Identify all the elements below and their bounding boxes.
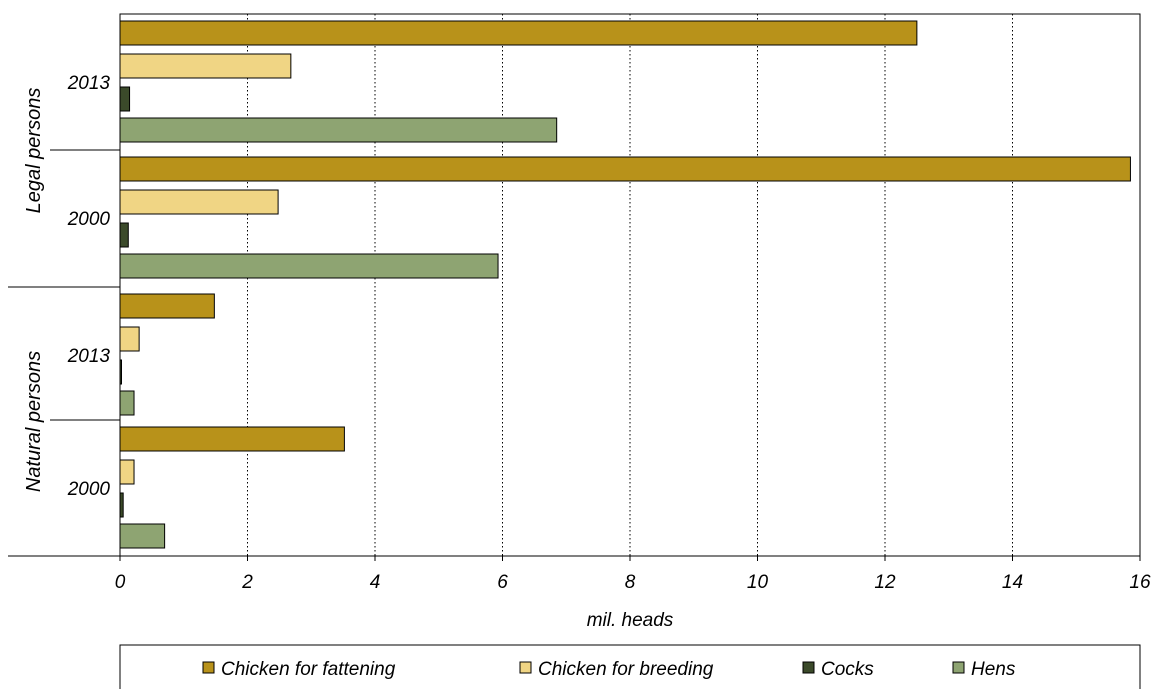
bar-hens-legal-persons-2013 (119, 117, 558, 143)
x-tick-label-10: 10 (747, 572, 769, 593)
x-tick-label-2: 2 (241, 572, 253, 593)
bar-hens-legal-persons-2000 (119, 253, 499, 279)
category-label-natural-persons-2013: 2013 (67, 346, 111, 367)
bar-hens-natural-persons-2000 (119, 523, 166, 549)
x-tick-label-12: 12 (874, 572, 896, 593)
x-tick-label-4: 4 (370, 572, 381, 593)
bar-hens-natural-persons-2013 (119, 390, 135, 416)
legend-label-chicken-for-fattening: Chicken for fattening (221, 659, 396, 680)
bar-chicken-for-breeding-natural-persons-2000 (119, 459, 135, 485)
bar-chicken-for-fattening-legal-persons-2000 (119, 156, 1131, 182)
bar-chicken-for-breeding-natural-persons-2013 (119, 326, 140, 352)
x-tick-label-0: 0 (115, 572, 126, 593)
plot-frame (119, 13, 1141, 557)
group-label-natural-persons: Natural persons (23, 351, 45, 492)
bar-chicken-for-breeding-legal-persons-2000 (119, 189, 279, 215)
legend-box (119, 644, 1141, 689)
category-label-legal-persons-2000: 2000 (67, 209, 111, 230)
category-label-natural-persons-2000: 2000 (67, 479, 111, 500)
bar-chicken-for-fattening-natural-persons-2013 (119, 293, 215, 319)
bars (119, 20, 1131, 549)
bar-chicken-for-fattening-legal-persons-2013 (119, 20, 918, 46)
legend-swatch-hens (952, 661, 965, 674)
x-tick-label-14: 14 (1002, 572, 1023, 593)
legend-label-cocks: Cocks (821, 659, 874, 680)
legend-label-chicken-for-breeding: Chicken for breeding (538, 659, 714, 680)
group-label-legal-persons: Legal persons (23, 88, 45, 214)
x-tick-label-16: 16 (1129, 572, 1151, 593)
bar-cocks-legal-persons-2013 (119, 86, 131, 112)
bar-chicken-for-breeding-legal-persons-2013 (119, 53, 292, 79)
labels: 0 2 4 6 8 10 12 14 16 Legal persons 2013 2000 Natura… (23, 73, 1151, 593)
legend-swatch-chicken-for-fattening (202, 661, 215, 674)
legend-swatch-chicken-for-breeding (519, 661, 532, 674)
x-axis-title: mil. heads (587, 610, 674, 631)
x-tick-label-8: 8 (625, 572, 636, 593)
legend-label-hens: Hens (971, 659, 1016, 680)
category-label-legal-persons-2013: 2013 (67, 73, 111, 94)
bar-cocks-legal-persons-2000 (119, 222, 129, 248)
x-tick-label-6: 6 (497, 572, 508, 593)
legend: Chicken for fattening Chicken for breedin… (119, 644, 1141, 689)
legend-swatch-cocks (802, 661, 815, 674)
grid (247, 14, 1141, 556)
axes (8, 13, 1141, 561)
bar-chicken-for-fattening-natural-persons-2000 (119, 426, 345, 452)
